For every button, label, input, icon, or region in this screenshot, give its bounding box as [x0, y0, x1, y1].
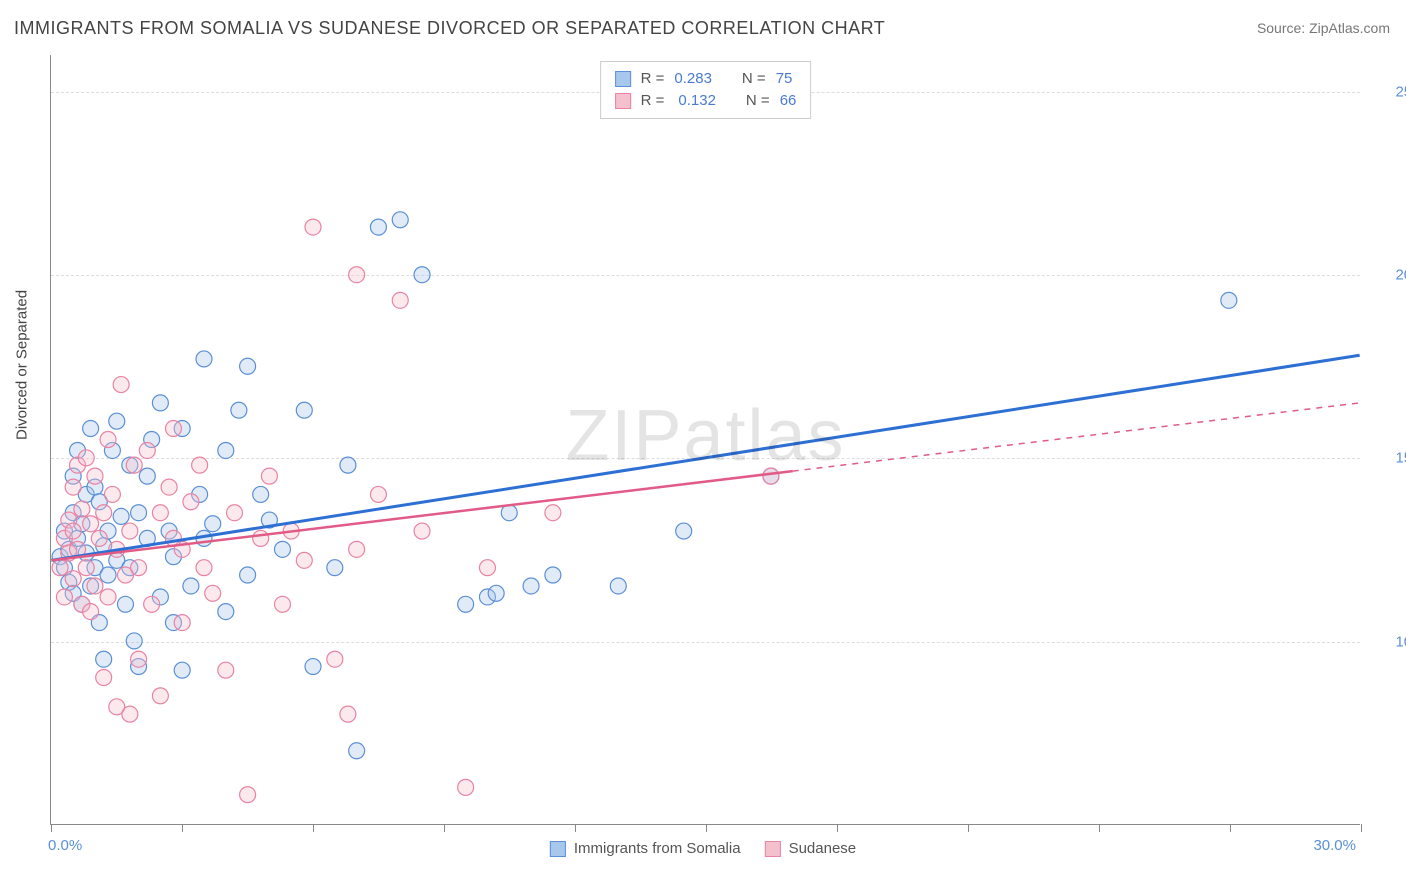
legend-n-label: N =	[742, 68, 766, 90]
x-tick	[444, 824, 445, 832]
legend-r-label: R =	[641, 68, 665, 90]
y-tick-label: 15.0%	[1395, 450, 1406, 467]
swatch-sudanese-icon	[615, 93, 631, 109]
chart-title: IMMIGRANTS FROM SOMALIA VS SUDANESE DIVO…	[14, 18, 885, 39]
x-tick	[706, 824, 707, 832]
x-tick	[51, 824, 52, 832]
legend-item-sudanese: Sudanese	[765, 840, 857, 857]
legend-r-value-1: 0.283	[674, 68, 712, 90]
legend-r-label: R =	[641, 90, 665, 112]
y-tick-label: 10.0%	[1395, 633, 1406, 650]
x-tick	[1361, 824, 1362, 832]
regression-line-dashed	[793, 403, 1360, 471]
series-legend: Immigrants from Somalia Sudanese	[550, 840, 856, 857]
x-axis-max-label: 30.0%	[1313, 837, 1356, 854]
legend-row-1: R = 0.283 N = 75	[615, 68, 797, 90]
x-tick	[1230, 824, 1231, 832]
x-tick	[575, 824, 576, 832]
swatch-somalia-icon	[550, 841, 566, 857]
y-tick-label: 20.0%	[1395, 267, 1406, 284]
plot-area: ZIPatlas R = 0.283 N = 75 R = 0.132 N = …	[50, 55, 1360, 825]
y-axis-title: Divorced or Separated	[14, 290, 31, 440]
regression-line	[51, 355, 1359, 560]
legend-n-value-1: 75	[776, 68, 793, 90]
legend-n-value-2: 66	[780, 90, 797, 112]
x-tick	[1099, 824, 1100, 832]
x-tick	[182, 824, 183, 832]
legend-label-somalia: Immigrants from Somalia	[574, 840, 741, 857]
swatch-somalia-icon	[615, 71, 631, 87]
source-label: Source: ZipAtlas.com	[1257, 20, 1390, 36]
correlation-legend: R = 0.283 N = 75 R = 0.132 N = 66	[600, 61, 812, 119]
y-tick-label: 25.0%	[1395, 83, 1406, 100]
x-tick	[313, 824, 314, 832]
legend-r-value-2: 0.132	[678, 90, 716, 112]
swatch-sudanese-icon	[765, 841, 781, 857]
regression-line-solid	[51, 471, 792, 560]
legend-item-somalia: Immigrants from Somalia	[550, 840, 741, 857]
regression-lines	[51, 55, 1360, 824]
legend-row-2: R = 0.132 N = 66	[615, 90, 797, 112]
x-axis-min-label: 0.0%	[48, 837, 82, 854]
x-tick	[837, 824, 838, 832]
legend-n-label: N =	[746, 90, 770, 112]
x-tick	[968, 824, 969, 832]
legend-label-sudanese: Sudanese	[789, 840, 857, 857]
